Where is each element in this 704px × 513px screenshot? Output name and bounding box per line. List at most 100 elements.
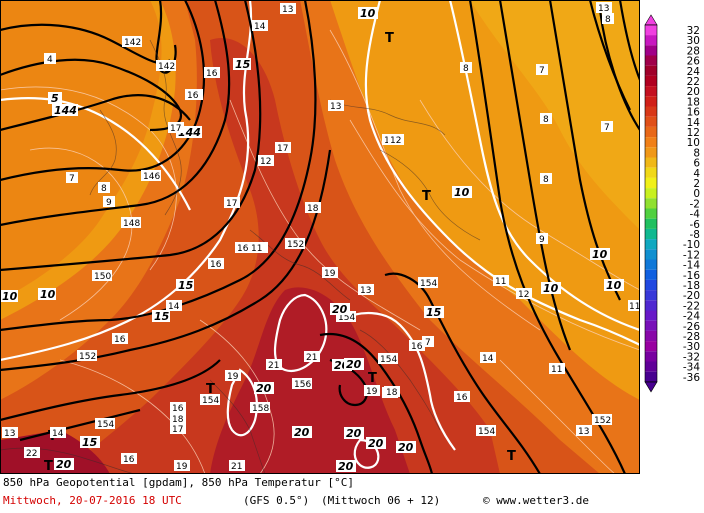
scale-label: -10 xyxy=(683,239,700,251)
scale-swatch xyxy=(645,188,657,199)
temperature-label: 20 xyxy=(256,382,272,395)
temp-field-8 xyxy=(0,0,162,300)
footer-info: Mittwoch, 20-07-2016 18 UTC (GFS 0.5°) (… xyxy=(3,494,703,507)
temperature-label: 16 xyxy=(210,260,222,270)
scale-swatch xyxy=(645,137,657,148)
scale-swatch xyxy=(645,341,657,352)
temperature-label: 16 xyxy=(456,393,468,403)
scale-label: -6 xyxy=(690,219,701,231)
temperature-label: 21 xyxy=(306,353,317,363)
temperature-label: 7 xyxy=(539,66,545,76)
scale-label: 6 xyxy=(693,158,700,170)
scale-swatch xyxy=(645,259,657,270)
scale-label: 20 xyxy=(687,86,700,98)
scale-swatch xyxy=(645,65,657,76)
temperature-label: 10 xyxy=(543,282,559,295)
temperature-scale-bar xyxy=(644,14,658,393)
scale-label: 28 xyxy=(687,45,700,57)
scale-label: -18 xyxy=(683,280,700,292)
temperature-label: 10 xyxy=(606,279,622,292)
temperature-label: 11 xyxy=(629,302,640,312)
geopotential-label: 154 xyxy=(420,279,437,289)
scale-label: 30 xyxy=(687,35,700,47)
temperature-label: 16 xyxy=(237,244,249,254)
temp-field-18 xyxy=(60,38,500,474)
geopotential-label: 142 xyxy=(158,62,175,72)
scale-swatch xyxy=(645,147,657,158)
scale-swatch xyxy=(645,320,657,331)
temperature-label: 9 xyxy=(106,198,112,208)
scale-swatch xyxy=(645,290,657,301)
scale-swatch xyxy=(645,218,657,229)
temperature-label: 15 xyxy=(426,306,442,319)
geopotential-label: 154 xyxy=(338,313,355,323)
scale-label: 4 xyxy=(693,168,700,180)
pressure-center-t: T xyxy=(368,371,377,386)
temp-field-cold-ne xyxy=(470,0,640,230)
temperature-label: 15 xyxy=(235,58,251,71)
temperature-label: 7 xyxy=(425,338,431,348)
geopotential-label: 148 xyxy=(123,219,140,229)
scale-label: 18 xyxy=(687,96,700,108)
pressure-center-t: T xyxy=(385,31,394,46)
scale-label: 8 xyxy=(693,147,700,159)
temperature-scale: 32302826242220181614121086420-2-4-6-8-10… xyxy=(640,0,704,474)
geopotential-label: 152 xyxy=(287,240,304,250)
temperature-label: 16 xyxy=(114,335,126,345)
scale-label: -36 xyxy=(683,372,700,384)
scale-frame xyxy=(644,24,658,383)
temperature-label: 17 xyxy=(172,425,183,435)
temperature-label: 17 xyxy=(277,144,288,154)
scale-swatch xyxy=(645,45,657,56)
scale-label: -8 xyxy=(690,229,700,241)
temperature-label: 12 xyxy=(390,136,401,146)
temperature-label: 16 xyxy=(187,91,199,101)
geopotential-label: 152 xyxy=(594,416,611,426)
pressure-center-t: T xyxy=(206,382,215,397)
temperature-label: 20 xyxy=(338,460,354,473)
scale-label: 0 xyxy=(693,188,700,200)
scale-label: -20 xyxy=(683,290,700,302)
temperature-label: 15 xyxy=(154,310,170,323)
pressure-center-t: T xyxy=(422,189,431,204)
temperature-label: 11 xyxy=(551,365,562,375)
temperature-label: 13 xyxy=(282,5,293,15)
temperature-labels: 4 5 7 8 9 10 10 13 14 15 15 15 16 16 16 … xyxy=(0,2,640,473)
scale-swatch xyxy=(645,106,657,117)
scale-label: -2 xyxy=(690,198,700,210)
temperature-label: 8 xyxy=(463,64,469,74)
scale-label: 32 xyxy=(687,25,700,37)
scale-swatch xyxy=(645,239,657,250)
temperature-label: 9 xyxy=(539,235,545,245)
scale-swatch xyxy=(645,177,657,189)
scale-label: -28 xyxy=(683,331,700,343)
scale-swatch xyxy=(645,55,657,66)
temperature-label: 20 xyxy=(294,426,310,439)
temperature-label: 13 xyxy=(4,429,15,439)
temperature-label: 8 xyxy=(101,184,107,194)
scale-label: -14 xyxy=(683,260,700,272)
scale-label: -22 xyxy=(683,300,700,312)
temperature-label: 12 xyxy=(518,290,529,300)
temperature-label: 10 xyxy=(40,288,56,301)
scale-swatch xyxy=(645,208,657,219)
temperature-label: 18 xyxy=(307,204,319,214)
model-run: (Mittwoch 06 + 12) xyxy=(321,494,441,507)
temperature-label: 10 xyxy=(454,186,470,199)
scale-swatch xyxy=(645,126,657,138)
credit-link[interactable]: © www.wetter3.de xyxy=(483,494,589,507)
temperature-label: 19 xyxy=(366,387,378,397)
temperature-label: 13 xyxy=(330,102,341,112)
temperature-label: 11 xyxy=(251,244,262,254)
scale-label: 14 xyxy=(687,117,701,129)
scale-label: -30 xyxy=(683,341,700,353)
scale-label: 10 xyxy=(687,137,700,149)
scale-swatch xyxy=(645,310,657,321)
scale-label: 12 xyxy=(687,127,700,139)
temperature-scale-labels: 32302826242220181614121086420-2-4-6-8-10… xyxy=(683,25,700,384)
geopotential-label: 146 xyxy=(143,172,160,182)
scale-swatch xyxy=(645,361,657,372)
scale-label: -4 xyxy=(690,209,701,221)
scale-swatch xyxy=(645,330,657,342)
temperature-label: 19 xyxy=(176,462,188,472)
